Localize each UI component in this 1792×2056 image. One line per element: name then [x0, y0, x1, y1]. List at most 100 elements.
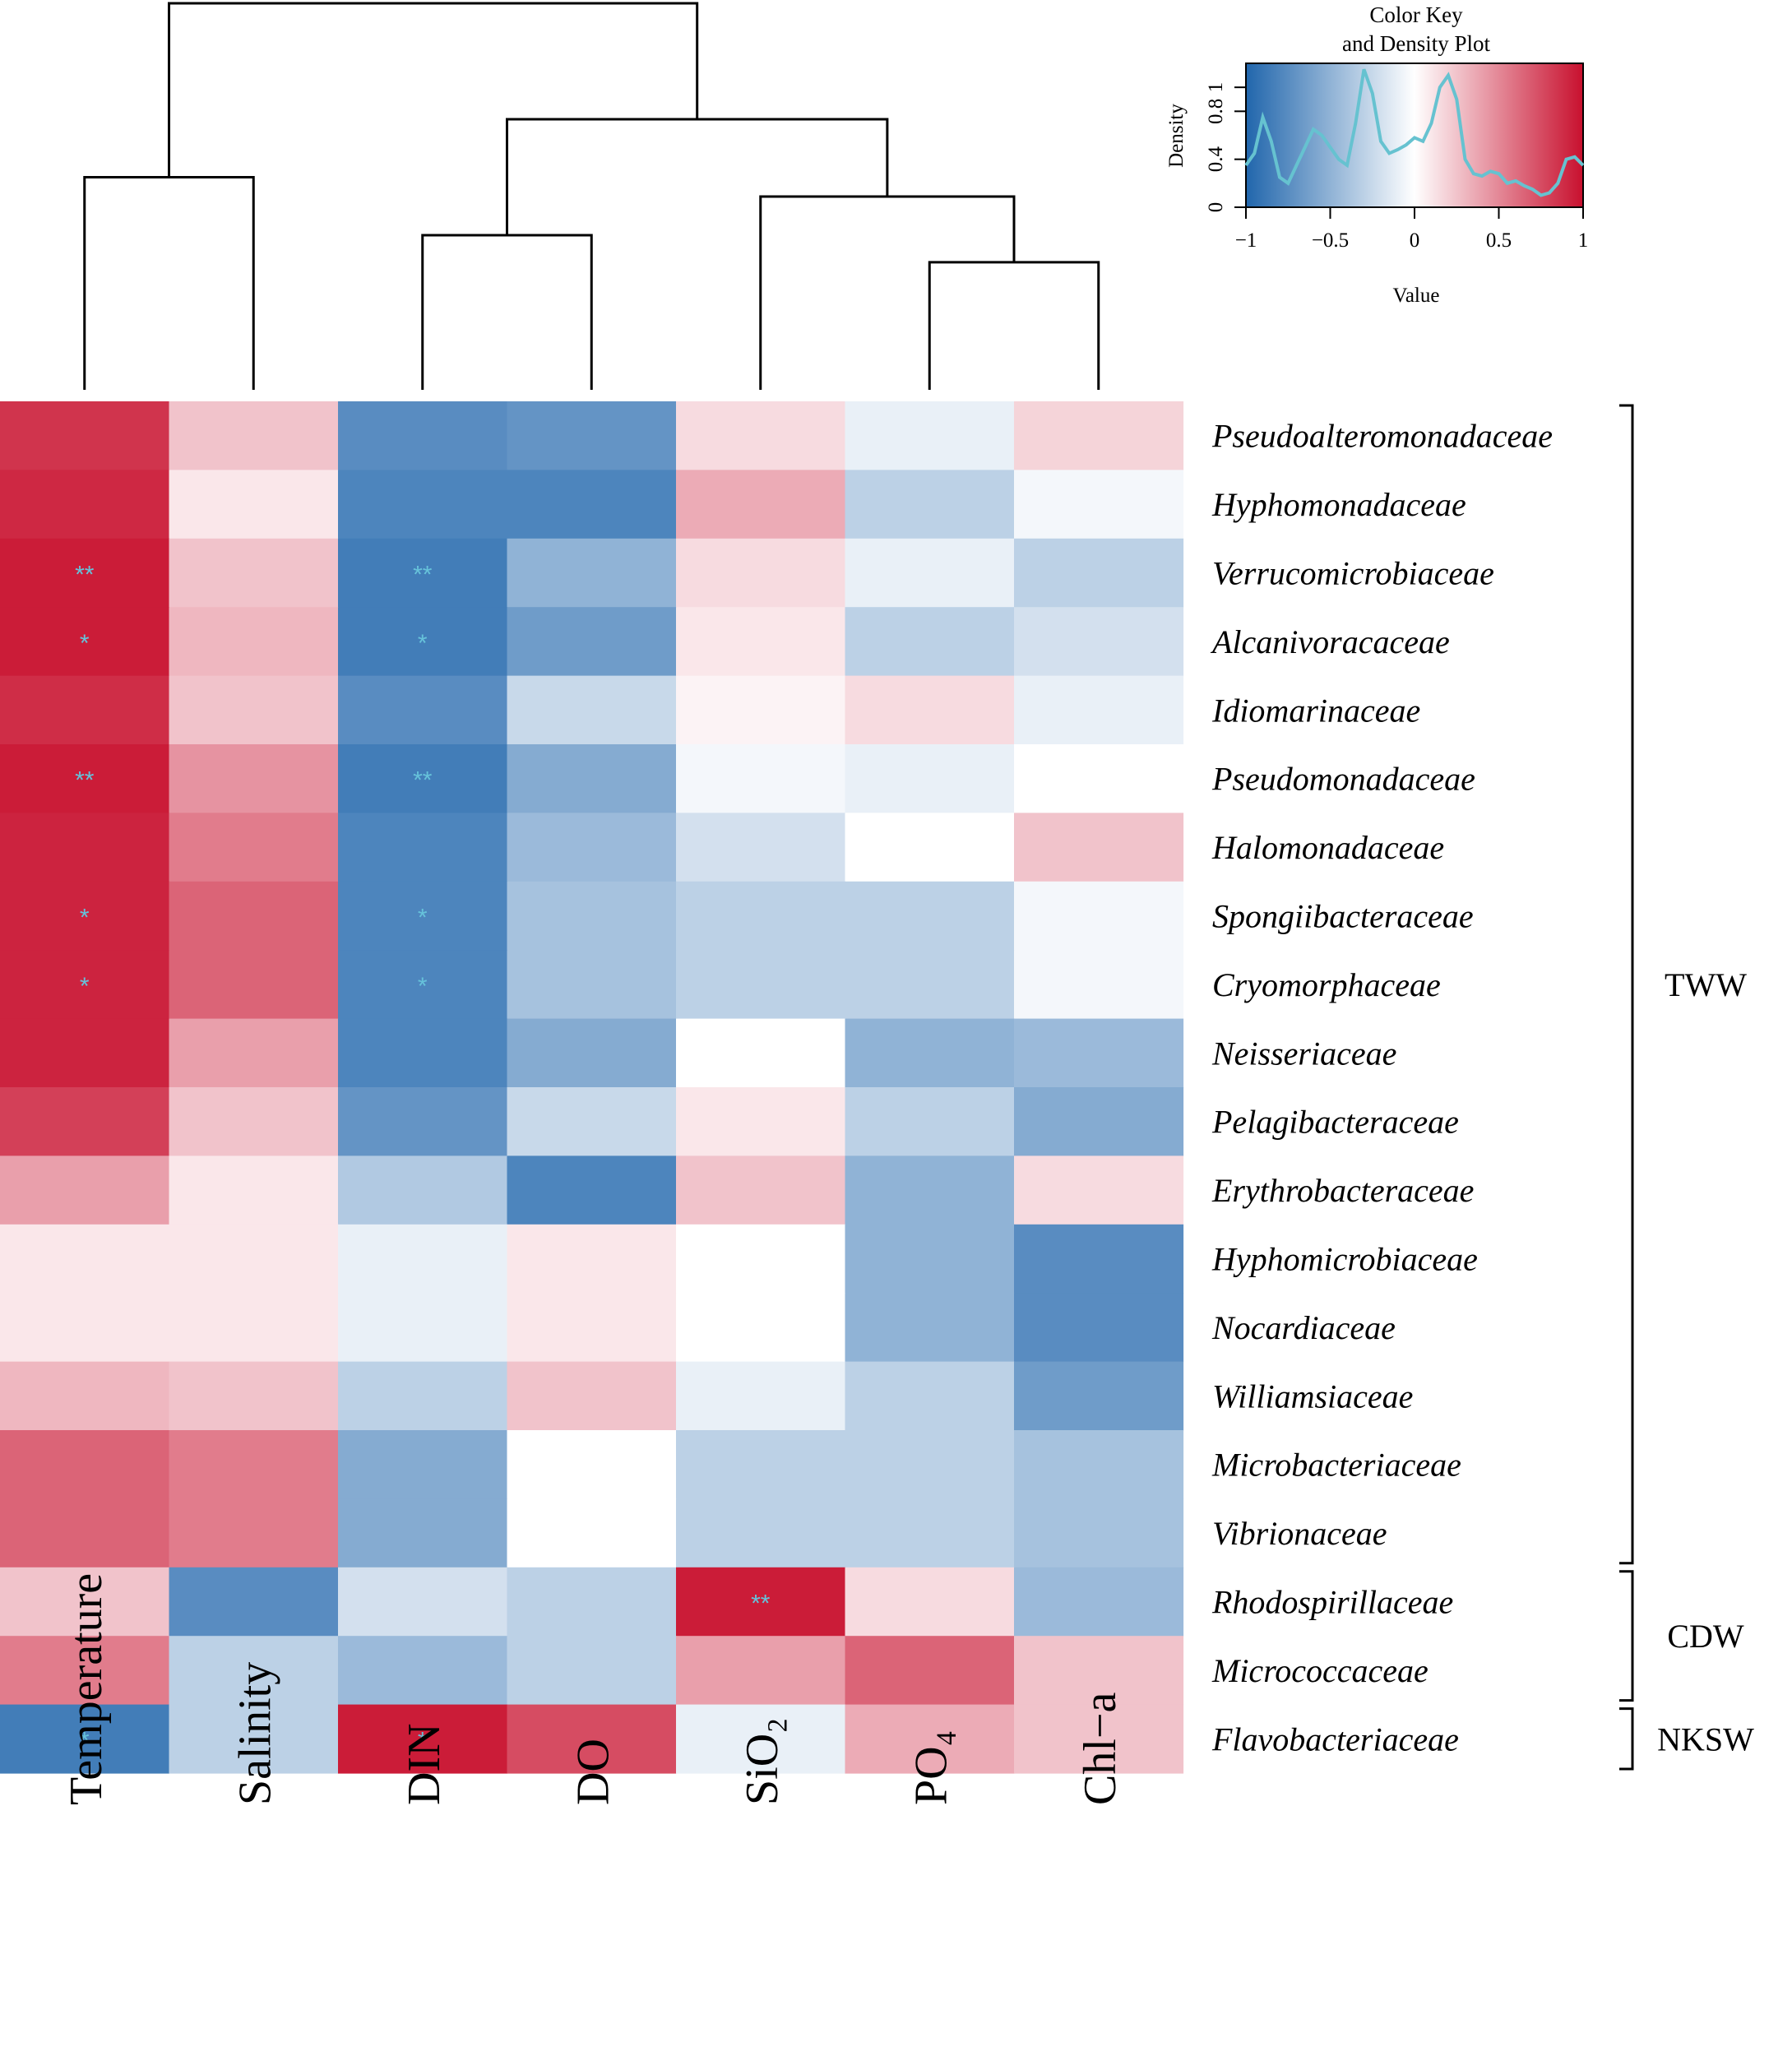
- significance-mark: *: [418, 973, 428, 1000]
- heatmap-cell: [0, 1567, 170, 1637]
- heatmap-cell: [169, 607, 339, 677]
- heatmap-cell: [0, 950, 170, 1020]
- color-key-title-line2: and Density Plot: [1342, 31, 1490, 56]
- heatmap-cell: [0, 1293, 170, 1363]
- heatmap-cell: [507, 813, 677, 882]
- heatmap-cell: [507, 1567, 677, 1637]
- heatmap-cell: [676, 675, 846, 745]
- heatmap-cell: [0, 1018, 170, 1088]
- heatmap-cell: [338, 675, 508, 745]
- row-label: Spongiibacteraceae: [1212, 898, 1474, 935]
- heatmap-cell: [1014, 744, 1184, 813]
- heatmap-cell: [507, 401, 677, 470]
- heatmap-cell: [169, 1018, 339, 1088]
- color-key-xtick-label: −1: [1235, 229, 1257, 252]
- heatmap-cell: [507, 607, 677, 677]
- heatmap-cell: [507, 1498, 677, 1568]
- heatmap-cell: [338, 1293, 508, 1363]
- heatmap-cell: [676, 538, 846, 608]
- heatmap-cell: [338, 1224, 508, 1294]
- heatmap-cell: [1014, 675, 1184, 745]
- dendrogram-branch: [928, 261, 1100, 390]
- heatmap-cell: [676, 1293, 846, 1363]
- density-curve: [1244, 68, 1585, 197]
- significance-mark: *: [418, 630, 428, 657]
- significance-mark: **: [75, 767, 95, 794]
- heatmap-cell: [338, 1498, 508, 1568]
- heatmap-cell: [676, 1224, 846, 1294]
- heatmap-cell: [169, 470, 339, 539]
- dendrogram-branch: [83, 176, 255, 390]
- heatmap-cell: [845, 1155, 1015, 1225]
- heatmap-cell: [0, 881, 170, 951]
- group-label: CDW: [1667, 1618, 1744, 1655]
- row-label: Microbacteriaceae: [1211, 1447, 1461, 1484]
- heatmap-cell: [845, 1567, 1015, 1637]
- heatmap-cell: [676, 401, 846, 470]
- significance-mark: **: [75, 562, 95, 589]
- heatmap-cell: [338, 1567, 508, 1637]
- heatmap-cell: [169, 1430, 339, 1499]
- heatmap-cell: [338, 881, 508, 951]
- significance-marks: ** *** *** *** ** **** *: [75, 562, 771, 1755]
- heatmap-cell: [845, 538, 1015, 608]
- heatmap-cell: [676, 1430, 846, 1499]
- heatmap-cell: [169, 1498, 339, 1568]
- heatmap-cell: [507, 675, 677, 745]
- heatmap-cell: [169, 1567, 339, 1637]
- heatmap-cell: [169, 813, 339, 882]
- significance-mark: *: [80, 905, 90, 932]
- heatmap-cell: [676, 1087, 846, 1156]
- heatmap-cell: [507, 1224, 677, 1294]
- heatmap-cell: [507, 1704, 677, 1774]
- heatmap-cell: [338, 1636, 508, 1706]
- heatmap-cell: [676, 950, 846, 1020]
- column-labels: Temperature Salinity DIN DO SiO₂ PO₄ Chl−a: [61, 1573, 1126, 1805]
- heatmap-cell: [845, 1704, 1015, 1774]
- heatmap-cell: [676, 1361, 846, 1431]
- color-key-xtick-label: −0.5: [1312, 229, 1349, 252]
- column-label: Salinity: [229, 1662, 280, 1805]
- heatmap-cell: [0, 1636, 170, 1706]
- color-key-xlabel: Value: [1393, 285, 1440, 307]
- dendrogram-branch: [421, 234, 593, 390]
- row-label: Vibrionaceae: [1212, 1515, 1387, 1552]
- significance-mark: **: [751, 1591, 771, 1618]
- heatmap-cell: [0, 1498, 170, 1568]
- dendrogram-branch: [759, 195, 1016, 390]
- color-key-gradient: [1245, 63, 1584, 208]
- heatmap-cell: [338, 1018, 508, 1088]
- heatmap-cell: [676, 881, 846, 951]
- heatmap-cell: [676, 1567, 846, 1637]
- heatmap-cell: [338, 1430, 508, 1499]
- heatmap-cell: [338, 1361, 508, 1431]
- heatmap-cell: [507, 950, 677, 1020]
- heatmap-cell: [507, 1430, 677, 1499]
- heatmap-cell: [1014, 1361, 1184, 1431]
- row-label: Micrococcaceae: [1211, 1652, 1429, 1689]
- heatmap-cell: [1014, 470, 1184, 539]
- heatmap-cell: [845, 470, 1015, 539]
- heatmap-cell: [338, 744, 508, 813]
- heatmap-cell: [507, 1087, 677, 1156]
- heatmap-cell: [0, 1224, 170, 1294]
- heatmap-cell: [1014, 607, 1184, 677]
- heatmap-cell: [0, 1155, 170, 1225]
- heatmap-cell: [169, 1224, 339, 1294]
- heatmap-cell: [169, 744, 339, 813]
- heatmap-cell: [507, 1293, 677, 1363]
- group-brackets: TWW CDW NKSW: [1619, 404, 1754, 1771]
- row-label: Halomonadaceae: [1211, 829, 1444, 866]
- heatmap-cell: [1014, 538, 1184, 608]
- heatmap-cell: [0, 1704, 170, 1774]
- significance-mark: *: [80, 630, 90, 657]
- heatmap-cell: [338, 470, 508, 539]
- row-label: Rhodospirillaceae: [1211, 1584, 1453, 1621]
- heatmap-cell: [676, 1018, 846, 1088]
- heatmap-cell: [507, 1018, 677, 1088]
- heatmap-cell: [507, 744, 677, 813]
- heatmap-cell: [1014, 881, 1184, 951]
- heatmap-cell: [169, 1155, 339, 1225]
- color-key-ytick-label: 0: [1205, 202, 1227, 213]
